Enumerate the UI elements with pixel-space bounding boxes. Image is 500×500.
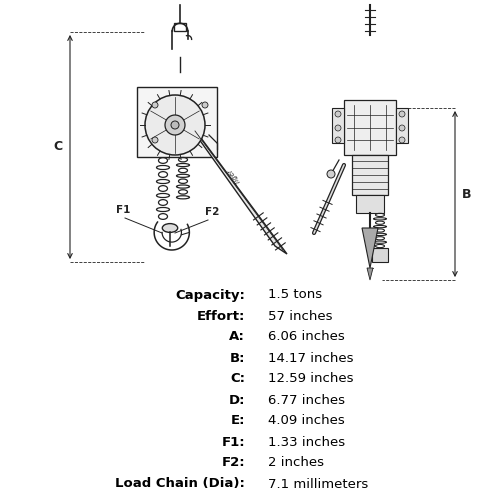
Text: 1.5 tons: 1.5 tons [268, 288, 322, 302]
FancyBboxPatch shape [372, 248, 388, 262]
Circle shape [399, 137, 405, 143]
FancyBboxPatch shape [332, 108, 344, 143]
Text: F2:: F2: [222, 456, 245, 469]
Circle shape [399, 125, 405, 131]
Text: A:: A: [229, 330, 245, 344]
Circle shape [145, 95, 205, 155]
Text: 6.06 inches: 6.06 inches [268, 330, 345, 344]
Ellipse shape [162, 224, 178, 232]
FancyBboxPatch shape [352, 155, 388, 195]
Polygon shape [362, 228, 378, 268]
FancyBboxPatch shape [344, 100, 396, 155]
Text: B:: B: [230, 352, 245, 364]
Circle shape [171, 121, 179, 129]
Text: F2: F2 [205, 207, 219, 217]
Text: Capacity:: Capacity: [175, 288, 245, 302]
Text: C:: C: [230, 372, 245, 386]
Polygon shape [189, 125, 287, 254]
Text: Effort:: Effort: [196, 310, 245, 322]
Circle shape [152, 102, 158, 108]
Circle shape [399, 111, 405, 117]
Polygon shape [367, 268, 373, 280]
Circle shape [335, 111, 341, 117]
Text: 57 inches: 57 inches [268, 310, 332, 322]
Text: 14.17 inches: 14.17 inches [268, 352, 354, 364]
Text: Load Chain (Dia):: Load Chain (Dia): [115, 478, 245, 490]
Text: F1: F1 [116, 205, 130, 215]
Text: C: C [54, 140, 62, 153]
Text: 4.09 inches: 4.09 inches [268, 414, 345, 428]
Text: 12.59 inches: 12.59 inches [268, 372, 354, 386]
Polygon shape [137, 87, 217, 157]
Text: B: B [462, 188, 472, 200]
Text: 7.1 millimeters: 7.1 millimeters [268, 478, 368, 490]
Text: Tiger: Tiger [226, 167, 242, 185]
FancyBboxPatch shape [396, 108, 408, 143]
Circle shape [165, 115, 185, 135]
Circle shape [335, 137, 341, 143]
Circle shape [152, 137, 158, 143]
Text: 1.33 inches: 1.33 inches [268, 436, 345, 448]
Text: D:: D: [228, 394, 245, 406]
Text: F1:: F1: [222, 436, 245, 448]
Circle shape [202, 102, 208, 108]
FancyBboxPatch shape [356, 195, 384, 213]
Text: E:: E: [230, 414, 245, 428]
Circle shape [327, 170, 335, 178]
Circle shape [335, 125, 341, 131]
Text: 2 inches: 2 inches [268, 456, 324, 469]
Text: 6.77 inches: 6.77 inches [268, 394, 345, 406]
